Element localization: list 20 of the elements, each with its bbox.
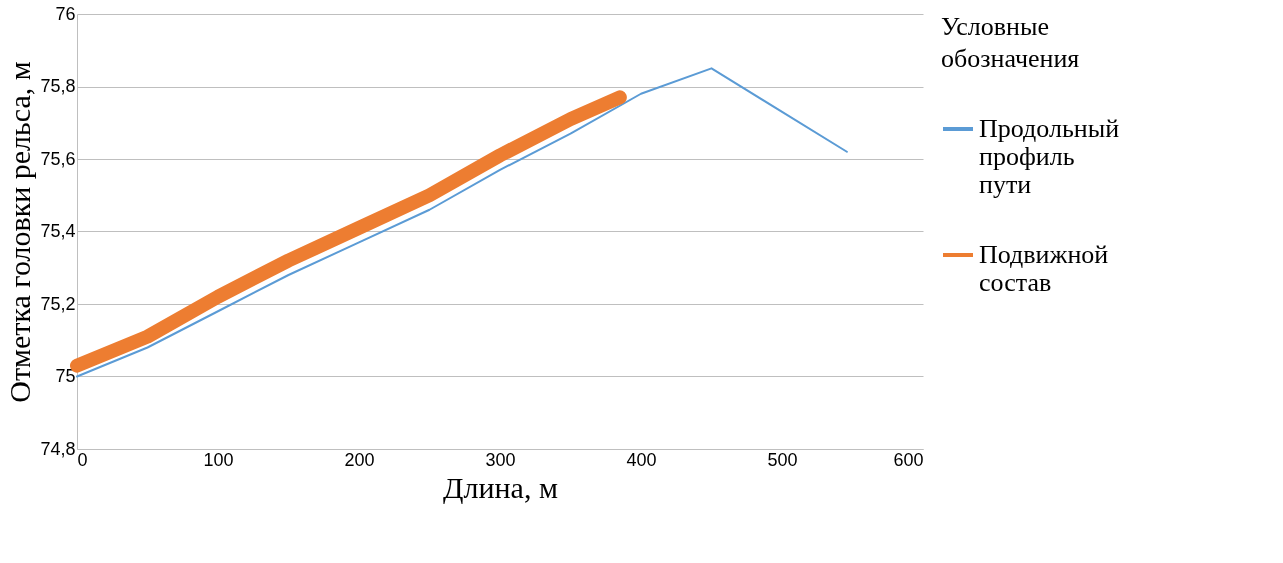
x-tick-label: 600 (893, 449, 924, 470)
y-tick-label: 75,4 (40, 221, 76, 241)
x-tick-label: 0 (77, 449, 88, 470)
x-axis-title: Длина, м (443, 470, 558, 504)
legend-title: Условные обозначения (941, 12, 1080, 73)
y-axis-title: Отметка головки рельса, м (3, 61, 37, 403)
x-tick-label: 400 (626, 449, 657, 470)
y-tick-label: 76 (55, 3, 76, 24)
y-tick-label: 75,6 (40, 148, 76, 169)
line-series (76, 67, 848, 378)
y-tick-label: 74,8 (40, 438, 76, 459)
legend-label: Продольный профиль пути (979, 114, 1120, 199)
y-tick-label: 75,2 (40, 293, 76, 314)
x-tick-label: 500 (767, 449, 798, 470)
y-tick-label: 75,8 (40, 76, 76, 96)
x-tick-label: 300 (485, 449, 516, 470)
x-tick-label: 200 (344, 449, 375, 470)
legend-label: Подвижной состав (979, 240, 1109, 297)
x-tick-label: 100 (203, 449, 234, 470)
y-tick-label: 75 (55, 366, 76, 386)
